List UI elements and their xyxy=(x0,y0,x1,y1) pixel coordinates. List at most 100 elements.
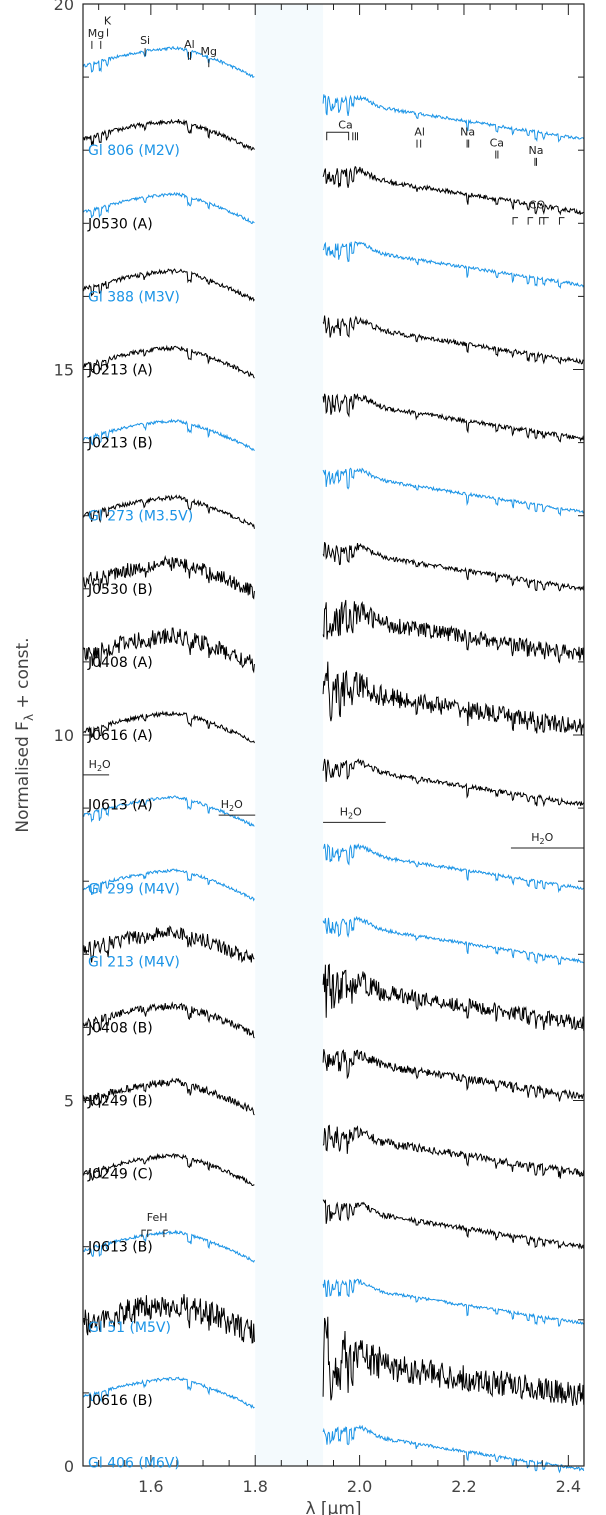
series-label: J0213 (A) xyxy=(87,363,153,379)
feature-annotation: CO xyxy=(512,199,565,225)
spectrum-h-band xyxy=(82,344,255,379)
spectrum-k-band xyxy=(322,240,585,290)
spectrum-gl-299-m4v- xyxy=(82,795,585,894)
feature-annotation: Na xyxy=(460,126,475,148)
x-tick-label: 1.8 xyxy=(242,1477,267,1496)
spectrum-h-band xyxy=(82,191,255,225)
spectrum-k-band xyxy=(322,599,585,664)
spectrum-h-band xyxy=(82,45,255,79)
feature-label: Si xyxy=(140,34,150,47)
spectrum-gl-388-m3v- xyxy=(82,191,585,290)
series-label: J0213 (B) xyxy=(87,436,153,452)
series-layer xyxy=(82,45,585,1474)
feature-bracket xyxy=(326,131,350,141)
feature-label: Na xyxy=(460,126,475,139)
feature-annotation: Ca xyxy=(326,118,359,141)
y-tick-label: 10 xyxy=(54,726,74,745)
spectrum-k-band xyxy=(322,1124,585,1179)
spectrum-h-band xyxy=(82,1294,255,1344)
x-tick-label: 1.6 xyxy=(138,1477,163,1496)
gap-band xyxy=(255,4,324,1466)
x-tick-label: 2.4 xyxy=(556,1477,581,1496)
feature-bandhead xyxy=(527,217,534,225)
spectrum-k-band xyxy=(322,1049,585,1102)
feature-label: H2O xyxy=(340,805,362,820)
feature-annotation: Mg xyxy=(88,27,104,49)
spectrum-h-band xyxy=(82,795,255,827)
spectrum-k-band xyxy=(322,393,585,443)
spectrum-k-band xyxy=(322,541,585,592)
spectrum-h-band xyxy=(82,555,255,600)
feature-label: Na xyxy=(528,144,543,157)
feature-annotation: FeH xyxy=(141,1211,168,1238)
feature-label: Al xyxy=(414,126,425,139)
feature-label: H2O xyxy=(221,798,243,813)
spectrum-j0613-a- xyxy=(82,710,585,808)
feature-annotation: Ca xyxy=(490,137,504,159)
feature-bandhead xyxy=(141,1229,146,1238)
series-label: J0530 (B) xyxy=(87,582,153,598)
spectrum-gl-806-m2v- xyxy=(82,45,585,143)
feature-label: Al xyxy=(184,38,195,51)
spectrum-k-band xyxy=(322,315,584,365)
spectrum-j0616-a- xyxy=(82,627,585,736)
spectrum-k-band xyxy=(322,467,585,517)
spectrum-j0613-b- xyxy=(82,1152,585,1250)
y-tick-label: 5 xyxy=(64,1092,74,1111)
y-tick-label: 0 xyxy=(64,1457,74,1476)
spectrum-h-band xyxy=(82,1077,255,1116)
feature-annotation: Al xyxy=(184,38,195,60)
series-label: Gl 299 (M4V) xyxy=(88,882,180,898)
series-label: J0530 (A) xyxy=(87,216,153,232)
series-label: J0249 (C) xyxy=(87,1167,153,1183)
spectrum-j0213-b- xyxy=(82,344,585,443)
tick-layer: 1.6 1.8 2.0 2.2 2.4 0 5 10 15 20 xyxy=(54,0,584,1496)
spectrum-j0213-a- xyxy=(82,268,584,365)
feature-label: K xyxy=(104,14,112,27)
spectrum-h-band xyxy=(82,1376,255,1409)
spectrum-h-band xyxy=(82,1229,255,1263)
series-label: J0616 (B) xyxy=(87,1393,153,1409)
feature-bandhead xyxy=(539,217,545,225)
y-tick-label: 15 xyxy=(54,361,74,380)
series-label: Gl 806 (M2V) xyxy=(88,143,180,159)
x-tick-label: 2.0 xyxy=(347,1477,372,1496)
series-label: J0613 (B) xyxy=(87,1240,153,1256)
spectrum-k-band xyxy=(322,1278,585,1327)
spectrum-k-band xyxy=(322,963,585,1031)
spectrum-h-band xyxy=(82,710,255,744)
spectrum-j0530-b- xyxy=(82,494,585,592)
feature-label: Mg xyxy=(88,27,104,40)
feature-label: CO xyxy=(529,199,546,212)
feature-label: Mg xyxy=(201,45,217,58)
spectrum-j0616-b- xyxy=(82,1294,585,1406)
series-label: Gl 406 (M6V) xyxy=(88,1455,180,1471)
spectrum-h-band xyxy=(82,268,255,302)
feature-label: H2O xyxy=(531,831,553,846)
plot-frame xyxy=(82,3,585,1467)
spectrum-j0408-b- xyxy=(82,925,585,1031)
feature-bandhead xyxy=(543,217,549,225)
spectrum-k-band xyxy=(323,843,585,894)
spectrum-j0249-b- xyxy=(82,1001,585,1102)
feature-annotation: Mg xyxy=(201,45,217,68)
x-axis-title: λ [μm] xyxy=(305,1499,361,1515)
series-label: Gl 388 (M3V) xyxy=(88,289,180,305)
spectrum-k-band xyxy=(322,1199,585,1250)
x-tick-label: 2.2 xyxy=(451,1477,476,1496)
spectrum-k-band xyxy=(322,1424,585,1474)
feature-annotation: H2O xyxy=(83,758,111,776)
spectrum-h-band xyxy=(82,868,255,902)
feature-annotation: H2O xyxy=(218,798,256,816)
spectrum-h-band xyxy=(82,925,255,963)
feature-bandhead xyxy=(147,1229,152,1238)
spectrum-h-band xyxy=(82,1001,255,1039)
series-label: Gl 213 (M4V) xyxy=(88,955,180,971)
spectrum-j0530-a- xyxy=(82,118,584,216)
spectrum-gl-406-m6v- xyxy=(82,1376,585,1474)
feature-bandhead xyxy=(512,217,519,225)
spectrum-k-band xyxy=(322,94,585,143)
series-label: Gl 51 (M5V) xyxy=(88,1320,171,1336)
spectrum-gl-213-m4v- xyxy=(82,868,584,966)
series-label: J0616 (A) xyxy=(87,728,153,744)
